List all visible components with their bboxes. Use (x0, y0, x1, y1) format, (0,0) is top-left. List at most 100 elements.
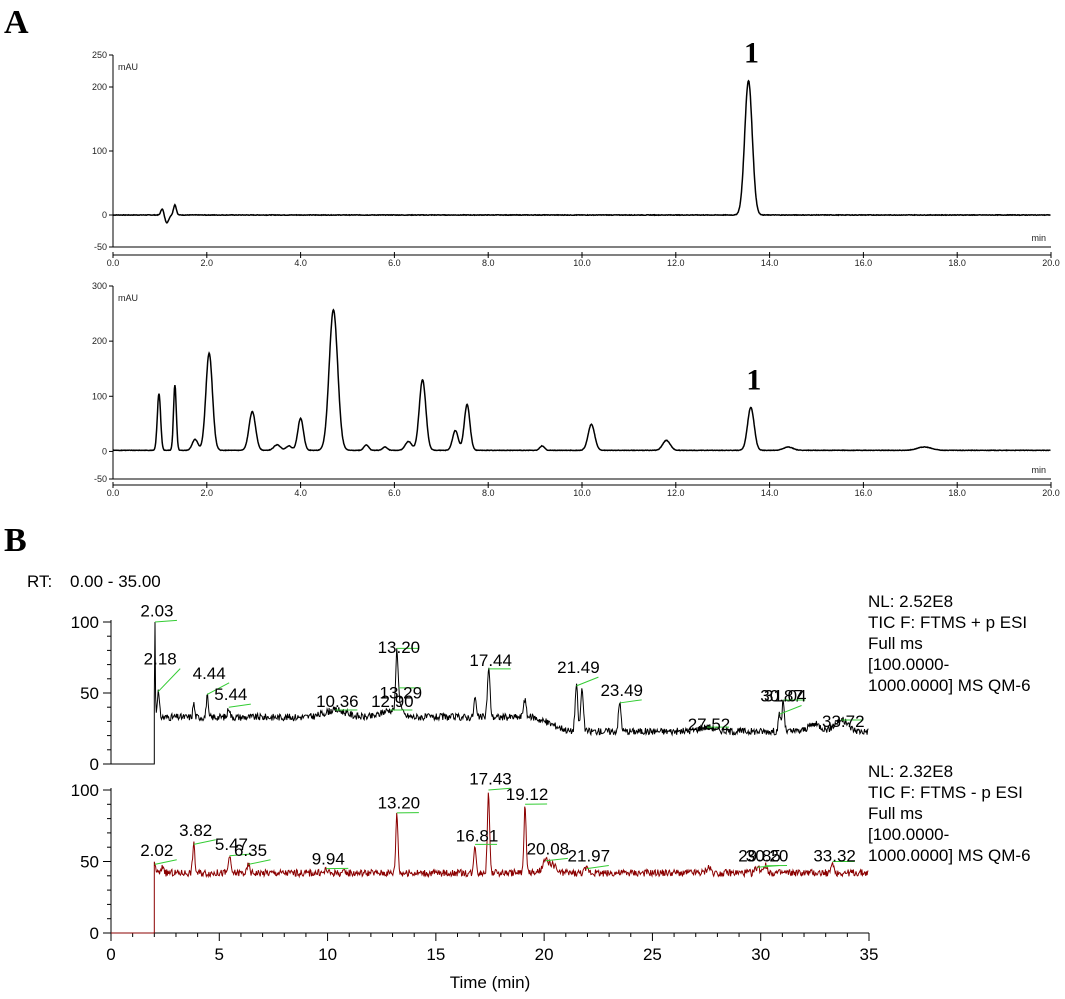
x-tick-label: 18.0 (948, 258, 966, 268)
scan-info-line: Full ms (868, 634, 923, 653)
y-tick-label: 200 (92, 82, 107, 92)
peak-label: 27.52 (688, 715, 731, 734)
y-tick-label: 100 (71, 613, 99, 632)
x-tick-label: 6.0 (388, 488, 401, 498)
chromatogram-trace (112, 308, 1051, 452)
peak-label: 31.04 (764, 687, 807, 706)
chart-b1-tic-positive: RT: 0.00 - 35.00 100 50 0 2.03 2.18 4.44 5.44 10.… (27, 572, 1031, 774)
label-leader-line (229, 853, 252, 857)
tic-trace (111, 792, 869, 934)
scan-info-line: [100.0000- (868, 825, 949, 844)
y-tick-label: 100 (92, 391, 107, 401)
peak-annotation: 1 (744, 37, 759, 70)
label-leader-line (206, 682, 230, 695)
chart-a2-hplc-sample: 300 200 100 0 -500.0 2.0 4.0 6.0 8.0 10.0 12.0 14.0… (92, 281, 1060, 498)
peak-label: 13.29 (380, 684, 423, 703)
y-tick-label: 0 (90, 924, 99, 943)
x-tick-label: 16.0 (855, 488, 873, 498)
x-tick-label: 25 (643, 945, 662, 964)
peak-label: 19.12 (506, 785, 549, 804)
scan-info-line: [100.0000- (868, 655, 949, 674)
x-axis-title: Time (min) (450, 973, 531, 992)
peak-label: 23.49 (600, 681, 643, 700)
peak-annotation: 1 (746, 363, 761, 396)
peak-label: 5.47 (215, 835, 248, 854)
rt-range-label: RT: (27, 572, 52, 591)
x-tick-label: 20.0 (1042, 488, 1060, 498)
y-tick-label: 0 (102, 446, 107, 456)
label-leader-line (488, 787, 511, 791)
y-tick-label: 100 (92, 146, 107, 156)
x-axis-label: min (1031, 233, 1046, 243)
x-tick-label: 0.0 (107, 488, 120, 498)
label-leader-line (779, 705, 802, 715)
peak-label: 9.94 (312, 849, 345, 868)
chart-a1-hplc-standard: 250 200 100 0 -500.0 2.0 4.0 6.0 8.0 10.0 12.0 14.0… (92, 37, 1060, 268)
x-tick-label: 8.0 (482, 488, 495, 498)
peak-label: 21.97 (568, 847, 611, 866)
x-tick-label: 4.0 (294, 258, 307, 268)
peak-label: 30.87 (760, 687, 803, 706)
scan-info-line: Full ms (868, 804, 923, 823)
tic-trace (111, 621, 869, 765)
x-tick-label: 14.0 (761, 488, 779, 498)
y-tick-label: 0 (90, 755, 99, 774)
x-tick-label: 2.0 (201, 488, 214, 498)
x-tick-label: 20 (535, 945, 554, 964)
peak-label: 16.81 (456, 826, 499, 845)
peak-label: 29.85 (738, 847, 781, 866)
peak-label: 13.20 (378, 638, 421, 657)
unit-label: mAU (118, 293, 138, 303)
x-tick-label: 0 (106, 945, 115, 964)
peak-label: 5.44 (214, 685, 247, 704)
y-tick-label: -50 (94, 242, 107, 252)
panel-letter-a: A (4, 4, 29, 41)
y-tick-label: 250 (92, 50, 107, 60)
peak-label: 17.43 (469, 769, 512, 788)
x-tick-label: 10.0 (573, 258, 591, 268)
x-tick-label: 4.0 (294, 488, 307, 498)
peak-label: 2.02 (140, 841, 173, 860)
peak-label: 3.82 (179, 821, 212, 840)
x-tick-label: 0.0 (107, 258, 120, 268)
x-tick-label: 10 (318, 945, 337, 964)
rt-range-value: 0.00 - 35.00 (70, 572, 161, 591)
peak-label: 4.44 (193, 664, 226, 683)
panel-letter-b: B (4, 522, 27, 559)
peak-label: 10.36 (316, 692, 359, 711)
x-tick-label: 8.0 (482, 258, 495, 268)
label-leader-line (193, 839, 216, 845)
peak-label: 17.44 (469, 651, 512, 670)
peak-label: 33.72 (822, 712, 865, 731)
unit-label: mAU (118, 62, 138, 72)
peak-label: 2.03 (140, 601, 173, 620)
label-leader-line (248, 859, 271, 865)
x-tick-label: 2.0 (201, 258, 214, 268)
label-leader-line (157, 668, 181, 692)
scan-info-line: 1000.0000] MS QM-6 (868, 676, 1031, 695)
y-tick-label: 200 (92, 336, 107, 346)
x-axis-label: min (1031, 465, 1046, 475)
peak-label: 6.35 (234, 841, 267, 860)
label-leader-line (586, 865, 609, 870)
label-leader-line (228, 703, 251, 708)
x-tick-label: 14.0 (761, 258, 779, 268)
label-leader-line (154, 859, 177, 865)
x-tick-label: 35 (860, 945, 879, 964)
y-tick-label: -50 (94, 474, 107, 484)
x-tick-label: 10.0 (573, 488, 591, 498)
peak-label: 20.08 (527, 839, 570, 858)
chromatogram-trace (113, 79, 1051, 224)
x-tick-label: 20.0 (1042, 258, 1060, 268)
label-leader-line (154, 619, 178, 623)
y-tick-label: 0 (102, 210, 107, 220)
y-tick-label: 50 (80, 684, 99, 703)
scan-info-line: NL: 2.52E8 (868, 592, 953, 611)
peak-label: 21.49 (557, 658, 600, 677)
x-tick-label: 16.0 (855, 258, 873, 268)
y-tick-label: 50 (80, 853, 99, 872)
scan-info-line: TIC F: FTMS - p ESI (868, 783, 1023, 802)
x-tick-label: 5 (215, 945, 224, 964)
label-leader-line (619, 699, 642, 704)
